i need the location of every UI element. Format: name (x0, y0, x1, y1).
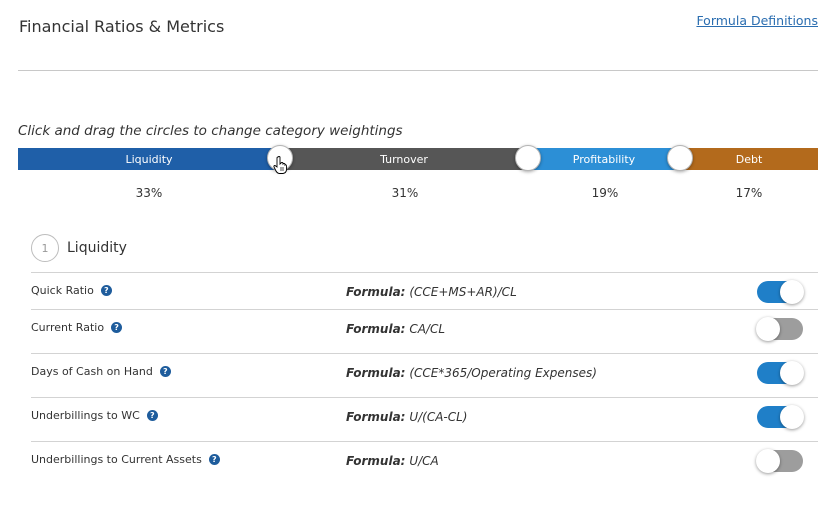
metric-name: Days of Cash on Hand (31, 365, 153, 378)
metric-row: Days of Cash on Hand? Formula: (CCE*365/… (31, 353, 818, 397)
metric-name: Current Ratio (31, 321, 105, 334)
metric-row: Underbillings to WC? Formula: U/(CA-CL) (31, 397, 818, 441)
weighting-instructions: Click and drag the circles to change cat… (18, 123, 403, 139)
segment-label: Turnover (380, 152, 428, 166)
question-circle-icon[interactable]: ? (159, 366, 171, 377)
metric-name: Underbillings to Current Assets (31, 453, 202, 466)
metric-row: Underbillings to Current Assets? Formula… (31, 441, 818, 485)
formula-definitions-link[interactable]: Formula Definitions (696, 13, 818, 28)
segment-liquidity: Liquidity (18, 148, 280, 170)
metric-formula: Formula: CA/CL (346, 322, 445, 336)
header-divider (18, 70, 818, 71)
percent-profitability: 19% (591, 186, 619, 200)
metric-toggle[interactable] (756, 317, 803, 341)
metric-toggle[interactable] (757, 405, 804, 429)
metric-name-wrap: Underbillings to WC? (31, 409, 158, 422)
percent-turnover: 31% (391, 186, 419, 200)
metric-formula: Formula: U/CA (346, 454, 439, 468)
segment-profitability: Profitability (528, 148, 680, 170)
formula-text: U/CA (409, 454, 439, 468)
category-weight-slider[interactable]: Liquidity Turnover Profitability Debt (18, 145, 818, 171)
formula-label: Formula: (346, 410, 406, 424)
drag-handle-profitability-debt[interactable] (667, 145, 693, 171)
metric-name-wrap: Days of Cash on Hand? (31, 365, 171, 378)
formula-text: U/(CA-CL) (409, 410, 468, 424)
segment-label: Liquidity (125, 152, 173, 166)
section-number: 1 (31, 234, 59, 262)
metric-name-wrap: Underbillings to Current Assets? (31, 453, 220, 466)
metric-formula: Formula: (CCE+MS+AR)/CL (346, 285, 517, 299)
drag-handle-liquidity-turnover[interactable] (267, 145, 293, 171)
toggle-knob (780, 280, 804, 304)
metric-toggle[interactable] (756, 449, 803, 473)
toggle-knob (780, 405, 804, 429)
metric-name: Quick Ratio (31, 284, 94, 297)
question-circle-icon[interactable]: ? (146, 410, 158, 421)
question-circle-icon[interactable]: ? (100, 285, 112, 296)
formula-text: CA/CL (409, 322, 446, 336)
formula-label: Formula: (346, 322, 406, 336)
segment-label: Profitability (572, 152, 636, 166)
metric-name-wrap: Current Ratio? (31, 321, 123, 334)
section-title: Liquidity (67, 240, 127, 256)
section-header: 1 Liquidity (31, 234, 127, 262)
toggle-knob (756, 449, 780, 473)
page-title: Financial Ratios & Metrics (19, 17, 225, 36)
formula-label: Formula: (346, 454, 406, 468)
segment-debt: Debt (680, 148, 818, 170)
metrics-list: Quick Ratio? Formula: (CCE+MS+AR)/CL Cur… (31, 272, 818, 485)
formula-text: (CCE+MS+AR)/CL (409, 285, 517, 299)
percent-debt: 17% (735, 186, 763, 200)
segment-turnover: Turnover (280, 148, 528, 170)
metric-toggle[interactable] (757, 361, 804, 385)
segment-label: Debt (735, 152, 763, 166)
toggle-knob (756, 317, 780, 341)
metric-toggle[interactable] (757, 280, 804, 304)
metric-formula: Formula: U/(CA-CL) (346, 410, 467, 424)
metric-row: Quick Ratio? Formula: (CCE+MS+AR)/CL (31, 272, 818, 309)
metric-row: Current Ratio? Formula: CA/CL (31, 309, 818, 353)
formula-label: Formula: (346, 366, 406, 380)
metric-name: Underbillings to WC (31, 409, 140, 422)
drag-handle-turnover-profitability[interactable] (515, 145, 541, 171)
percent-liquidity: 33% (135, 186, 163, 200)
metric-formula: Formula: (CCE*365/Operating Expenses) (346, 366, 597, 380)
toggle-knob (780, 361, 804, 385)
question-circle-icon[interactable]: ? (208, 454, 220, 465)
formula-text: (CCE*365/Operating Expenses) (409, 366, 597, 380)
metric-name-wrap: Quick Ratio? (31, 284, 112, 297)
formula-label: Formula: (346, 285, 406, 299)
question-circle-icon[interactable]: ? (111, 322, 123, 333)
